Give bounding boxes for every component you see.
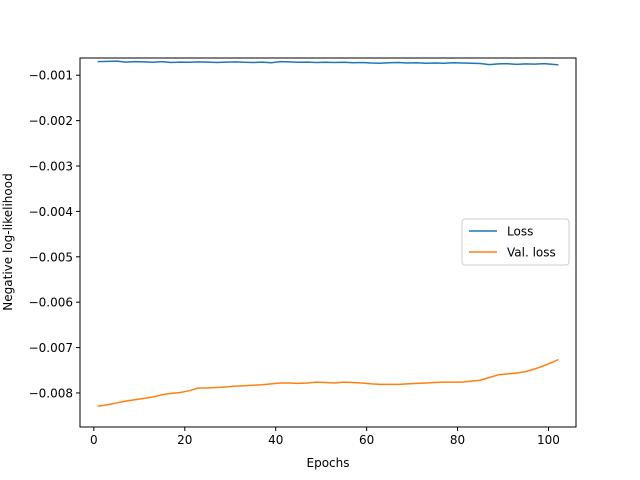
y-tick-label: −0.007 <box>29 341 73 355</box>
y-axis-ticks: −0.001 −0.002 −0.003 −0.004 −0.005 −0.006 −0.0… <box>29 69 80 400</box>
x-tick-label: 80 <box>450 433 465 447</box>
y-tick-label: −0.006 <box>29 296 73 310</box>
y-tick-label: −0.008 <box>29 386 73 400</box>
series-line-val-loss <box>97 358 559 407</box>
y-tick-label: −0.003 <box>29 160 73 174</box>
legend: Loss Val. loss <box>461 218 570 266</box>
x-tick-label: 0 <box>90 433 98 447</box>
legend-label-val-loss: Val. loss <box>507 246 556 260</box>
x-tick-label: 60 <box>359 433 374 447</box>
y-tick-label: −0.002 <box>29 114 73 128</box>
x-axis-ticks: 0 20 40 60 80 100 <box>90 427 560 447</box>
x-tick-label: 40 <box>268 433 283 447</box>
series-line-loss <box>97 60 559 66</box>
series-layer <box>97 60 559 407</box>
plot-area-frame <box>79 57 577 428</box>
y-tick-label: −0.001 <box>29 69 73 83</box>
y-axis-label: Negative log-likelihood <box>1 173 15 310</box>
legend-label-loss: Loss <box>507 225 533 239</box>
y-tick-label: −0.005 <box>29 250 73 264</box>
x-tick-label: 100 <box>537 433 560 447</box>
x-axis-label: Epochs <box>307 456 350 470</box>
y-tick-label: −0.004 <box>29 205 73 219</box>
x-tick-label: 20 <box>177 433 192 447</box>
